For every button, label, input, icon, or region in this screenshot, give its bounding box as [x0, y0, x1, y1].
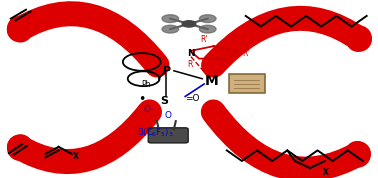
Text: X: X	[73, 152, 79, 161]
Text: R': R'	[242, 49, 249, 57]
Text: =O: =O	[185, 94, 200, 103]
Text: R': R'	[231, 35, 238, 44]
Text: O: O	[165, 111, 172, 120]
Text: P: P	[163, 66, 171, 76]
Text: N: N	[187, 49, 195, 57]
Text: •: •	[138, 93, 146, 106]
Circle shape	[182, 21, 196, 27]
Circle shape	[162, 25, 179, 33]
Circle shape	[199, 25, 216, 33]
Text: X: X	[323, 168, 329, 177]
Text: S: S	[160, 96, 169, 106]
Circle shape	[199, 15, 216, 23]
Text: R: R	[187, 60, 193, 69]
Circle shape	[162, 15, 179, 23]
Text: M: M	[205, 74, 218, 88]
FancyBboxPatch shape	[229, 74, 265, 93]
Text: B(C$_6$F$_5$)$_3$: B(C$_6$F$_5$)$_3$	[137, 126, 173, 139]
Text: Ph: Ph	[141, 80, 150, 89]
Text: R': R'	[200, 35, 208, 44]
FancyBboxPatch shape	[148, 128, 188, 143]
Text: O: O	[144, 105, 151, 114]
